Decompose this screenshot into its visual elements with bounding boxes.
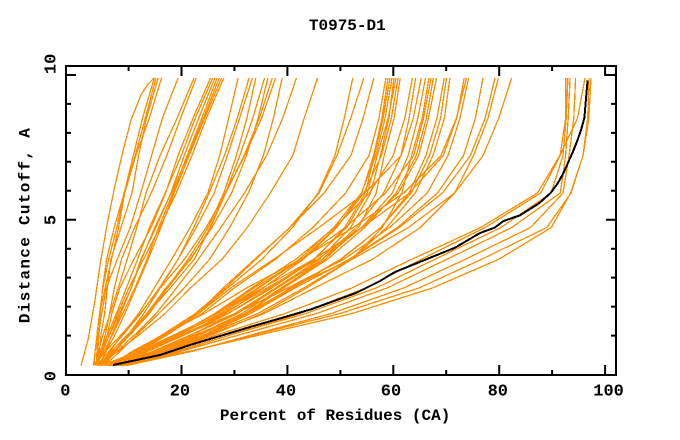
svg-text:10: 10 bbox=[43, 54, 62, 74]
svg-text:T0975-D1: T0975-D1 bbox=[309, 17, 386, 35]
svg-text:60: 60 bbox=[381, 383, 401, 402]
svg-text:40: 40 bbox=[276, 383, 296, 402]
svg-text:Percent of Residues (CA): Percent of Residues (CA) bbox=[220, 407, 450, 425]
svg-text:5: 5 bbox=[43, 215, 62, 225]
svg-text:100: 100 bbox=[593, 383, 624, 402]
svg-text:0: 0 bbox=[43, 371, 62, 381]
svg-text:Distance Cutoff, A: Distance Cutoff, A bbox=[17, 127, 35, 323]
svg-text:20: 20 bbox=[170, 383, 190, 402]
svg-text:0: 0 bbox=[60, 383, 70, 402]
svg-text:80: 80 bbox=[488, 383, 508, 402]
